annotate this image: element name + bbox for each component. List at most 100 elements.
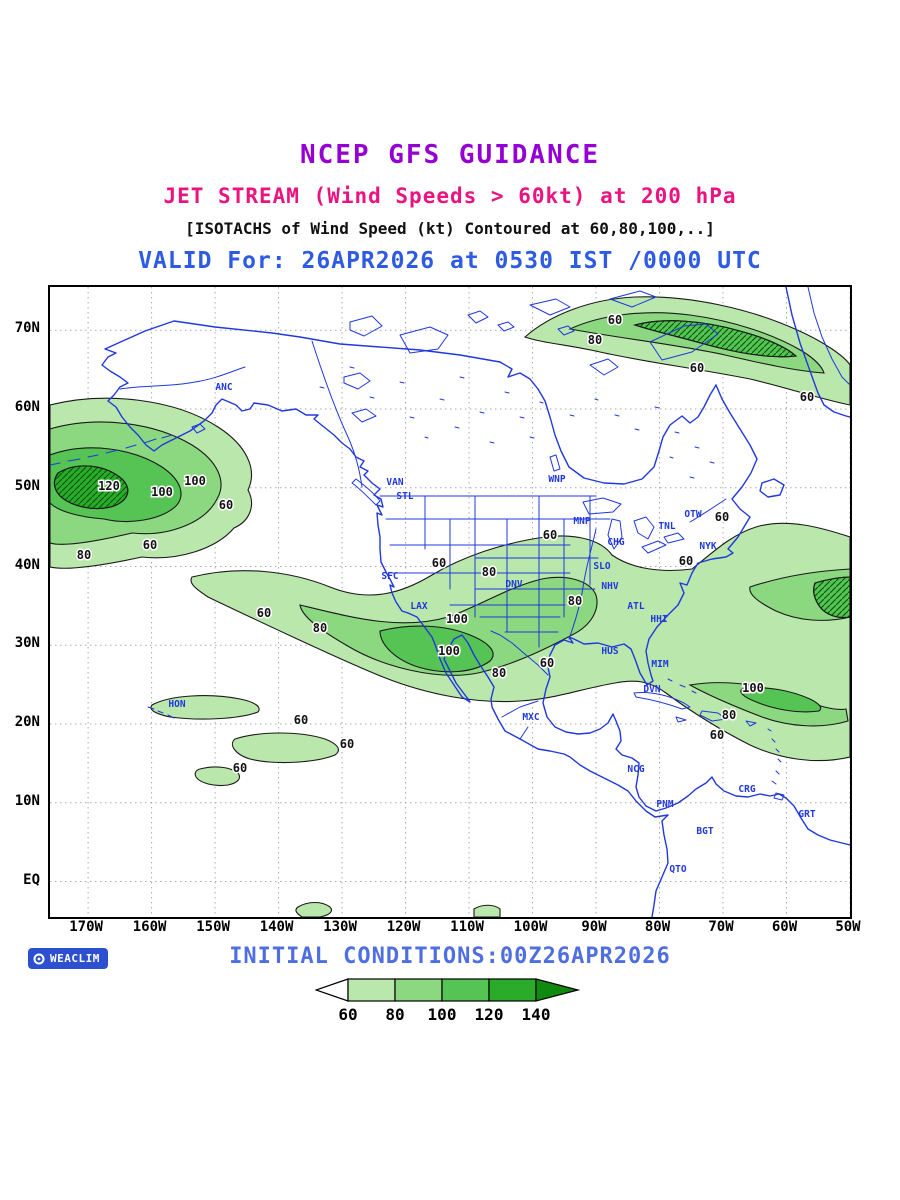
station-label: WNP (548, 474, 565, 485)
isotach-label: 100 (742, 681, 764, 695)
isotach-label: 60 (143, 538, 157, 552)
station-label: NYK (699, 541, 716, 552)
station-label: OTW (684, 509, 701, 520)
isotach-label: 60 (432, 556, 446, 570)
page-title: NCEP GFS GUIDANCE (299, 140, 601, 170)
legend-band (347, 978, 396, 1002)
legend-band (535, 978, 581, 1002)
isotach-label: 120 (98, 479, 120, 493)
isotach-label: 100 (446, 612, 468, 626)
legend-band (394, 978, 443, 1002)
lon-tick-label: 110W (450, 919, 484, 935)
isotach-value-labels: 60 80 60 60 120 100 100 60 80 60 60 80 60 60 100 80 60 80… (75, 312, 815, 777)
legend-band (314, 978, 349, 1002)
contour-note: [ISOTACHS of Wind Speed (kt) Contoured a… (185, 219, 715, 238)
longitude-axis: 170W 160W 150W 140W 130W 120W 110W 100W 90W 80W 70… (48, 919, 860, 941)
station-label: GRT (798, 809, 815, 820)
station-labels: ANC VAN STL WNP MNP CHG OTW TNL NYK SLO NHV ATL HHI S… (168, 382, 815, 875)
station-label: DVN (643, 684, 660, 695)
lat-tick-label: 20N (14, 714, 40, 731)
isotach-label: 80 (492, 666, 506, 680)
lat-tick-label: 40N (14, 556, 40, 573)
lat-tick-label: 60N (14, 399, 40, 416)
valid-time-line: VALID For: 26APR2026 at 0530 IST /0000 U… (138, 248, 762, 274)
station-label: BGT (696, 826, 713, 837)
isotach-label: 60 (710, 728, 724, 742)
isotach-label: 60 (543, 528, 557, 542)
station-label: MNP (573, 516, 590, 527)
lon-tick-label: 60W (771, 919, 798, 935)
isotach-map: 60 80 60 60 120 100 100 60 80 60 60 80 60 60 100 80 60 80… (50, 287, 850, 917)
legend-value: 100 (428, 1005, 457, 1024)
isotach-label: 60 (233, 761, 247, 775)
station-label: HON (168, 699, 185, 710)
station-label: HHI (650, 614, 667, 625)
lon-tick-label: 140W (259, 919, 294, 935)
legend-band (441, 978, 490, 1002)
station-label: TNL (658, 521, 675, 532)
station-label: VAN (386, 477, 403, 488)
isotach-label: 80 (77, 548, 91, 562)
station-label: HUS (601, 646, 618, 657)
lat-tick-label: 10N (14, 792, 40, 809)
weaclim-logo: WEACLIM (28, 948, 108, 969)
lon-tick-label: 170W (69, 919, 103, 935)
isotach-label: 60 (608, 313, 622, 327)
legend-value: 80 (385, 1005, 404, 1024)
isotach-label: 60 (294, 713, 308, 727)
station-label: PNM (656, 799, 673, 810)
isotach-label: 80 (313, 621, 327, 635)
isotach-label: 80 (482, 565, 496, 579)
station-label: ANC (215, 382, 232, 393)
legend-value: 120 (475, 1005, 504, 1024)
lat-tick-label: EQ (23, 871, 40, 888)
station-label: MXC (522, 712, 539, 723)
legend-band (488, 978, 537, 1002)
isotach-label: 100 (184, 474, 206, 488)
lat-tick-label: 50N (14, 477, 40, 494)
legend-value: 60 (338, 1005, 357, 1024)
lon-tick-label: 80W (644, 919, 671, 935)
station-label: SLO (593, 561, 610, 572)
lon-tick-label: 100W (513, 919, 548, 935)
station-label: NCG (627, 764, 644, 775)
weaclim-icon (33, 953, 45, 964)
latitude-axis: 70N 60N 50N 40N 30N 20N 10N EQ (0, 285, 42, 915)
isotach-label: 60 (800, 390, 814, 404)
station-label: CHG (607, 537, 624, 548)
station-label: MIM (651, 659, 668, 670)
station-label: DNV (505, 579, 522, 590)
coastline-layer (50, 287, 850, 917)
isotach-label: 60 (219, 498, 233, 512)
station-label: CRG (738, 784, 755, 795)
isotach-shading-layer (50, 296, 850, 917)
lon-tick-label: 70W (708, 919, 734, 935)
station-label: LAX (410, 601, 427, 612)
isotach-label: 60 (340, 737, 354, 751)
isotach-label: 100 (151, 485, 173, 499)
weaclim-logo-text: WEACLIM (50, 952, 100, 965)
page-subtitle: JET STREAM (Wind Speeds > 60kt) at 200 h… (163, 184, 737, 208)
isotach-label: 60 (679, 554, 693, 568)
isotach-legend: 60 80 100 120 140 (314, 978, 585, 1028)
station-label: SFC (381, 571, 398, 582)
lon-tick-label: 90W (581, 919, 607, 935)
lon-tick-label: 130W (323, 919, 357, 935)
lon-tick-label: 120W (386, 919, 421, 935)
lon-tick-label: 160W (132, 919, 167, 935)
isotach-label: 60 (690, 361, 704, 375)
lon-tick-label: 150W (196, 919, 230, 935)
lat-tick-label: 30N (14, 635, 40, 652)
lon-tick-label: 50W (835, 919, 861, 935)
station-label: STL (396, 491, 413, 502)
isotach-label: 80 (722, 708, 736, 722)
initial-conditions-line: INITIAL CONDITIONS:00Z26APR2026 (229, 944, 671, 969)
isotach-label: 60 (257, 606, 271, 620)
legend-value: 140 (522, 1005, 551, 1024)
map-frame: 60 80 60 60 120 100 100 60 80 60 60 80 60 60 100 80 60 80… (48, 285, 852, 919)
isotach-label: 60 (715, 510, 729, 524)
station-label: NHV (601, 581, 618, 592)
station-label: QTO (669, 864, 686, 875)
isotach-label: 100 (438, 644, 460, 658)
